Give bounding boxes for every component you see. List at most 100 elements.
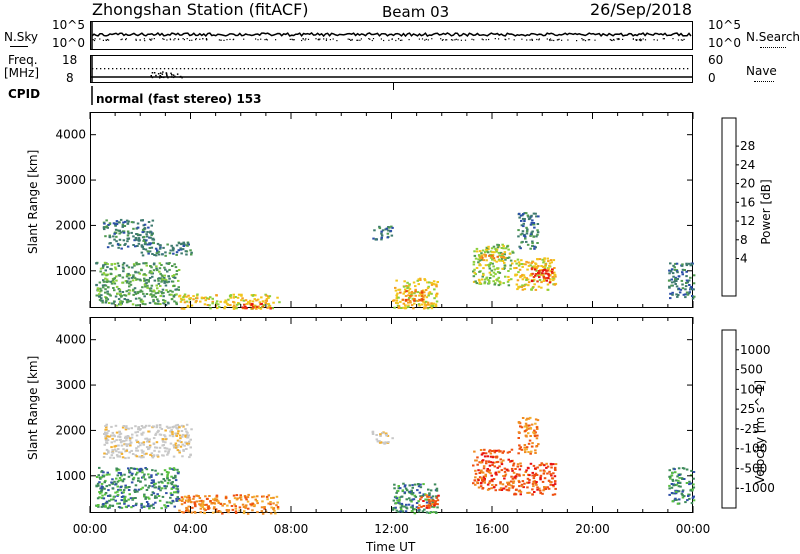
heatmap-cell-1-0 [147, 430, 150, 433]
heatmap-cell-1-1 [154, 469, 157, 472]
heatmap-cell-1-4 [392, 499, 396, 502]
heatmap-cell-1-0 [148, 424, 151, 427]
heatmap-cell-0-3 [183, 293, 187, 296]
heatmap-cell-1-1 [100, 489, 104, 492]
heatmap-cell-1-1 [165, 501, 169, 504]
nsearch-dot [672, 38, 674, 40]
nave-dot [199, 68, 202, 70]
heatmap-cell-0-2 [109, 294, 112, 297]
heatmap-cell-0-3 [232, 307, 236, 310]
heatmap-cell-0-2 [171, 275, 174, 277]
heatmap-cell-1-4 [436, 506, 439, 509]
heatmap-cell-0-2 [134, 271, 137, 274]
heatmap-cell-1-5 [435, 503, 438, 505]
heatmap-cell-1-0 [117, 435, 120, 438]
heatmap-cell-0-11 [551, 268, 554, 271]
heatmap-cell-1-0 [175, 435, 178, 437]
heatmap-cell-1-0 [140, 449, 144, 452]
heatmap-cell-0-6 [408, 284, 411, 287]
heatmap-cell-1-0 [118, 455, 122, 458]
heatmap-cell-0-10 [523, 276, 526, 279]
colorbar-frame-0 [721, 117, 737, 297]
heatmap-cell-0-8 [503, 251, 507, 254]
nsearch-dot [498, 38, 500, 40]
heatmap-cell-1-8 [535, 437, 539, 440]
heatmap-cell-1-0 [140, 433, 144, 436]
heatmap-cell-0-2 [114, 275, 118, 278]
heatmap-cell-0-6 [395, 301, 398, 304]
heatmap-cell-0-12 [521, 232, 524, 235]
heatmap-cell-0-2 [110, 282, 114, 285]
heatmap-cell-0-2 [139, 279, 142, 282]
heatmap-cell-1-7 [549, 481, 552, 484]
heatmap-cell-0-2 [151, 275, 154, 278]
heatmap-cell-1-1 [133, 489, 136, 492]
heatmap-cell-1-0 [105, 428, 108, 431]
heatmap-cell-0-6 [409, 301, 412, 304]
heatmap-cell-0-8 [475, 282, 479, 285]
heatmap-cell-1-2 [244, 496, 247, 499]
heatmap-cell-1-1 [129, 497, 133, 500]
nave-dip-dot [161, 73, 164, 75]
heatmap-cell-0-2 [104, 301, 108, 304]
heatmap-cell-0-2 [102, 272, 106, 275]
heatmap-cell-0-2 [104, 291, 107, 294]
heatmap-cell-1-1 [127, 467, 130, 470]
heatmap-cell-0-2 [167, 280, 170, 283]
heatmap-cell-1-1 [97, 504, 100, 506]
nsearch-dot [325, 39, 327, 41]
nave-dot [455, 68, 457, 70]
heatmap-cell-1-2 [195, 494, 198, 497]
heatmap-cell-0-6 [423, 303, 427, 306]
heatmap-cell-1-6 [486, 455, 490, 458]
heatmap-cell-1-9 [668, 484, 671, 487]
heatmap-cell-0-9 [501, 253, 504, 255]
heatmap-cell-0-3 [278, 301, 281, 304]
heatmap-cell-0-1 [154, 254, 158, 257]
heatmap-cell-0-10 [543, 267, 547, 270]
heatmap-cell-1-4 [405, 503, 408, 506]
heatmap-cell-1-1 [177, 471, 180, 474]
heatmap-cell-0-2 [104, 284, 108, 287]
heatmap-cell-1-0 [147, 447, 151, 450]
heatmap-cell-0-13 [692, 282, 696, 285]
nsearch-dot [108, 39, 110, 41]
nave-dip-dot [170, 72, 172, 75]
heatmap-cell-1-2 [205, 503, 208, 506]
heatmap-cell-1-2 [260, 506, 264, 509]
heatmap-cell-1-1 [140, 469, 144, 471]
nave-dot [275, 68, 277, 70]
heatmap-cell-1-1 [120, 496, 124, 498]
heatmap-cell-0-2 [131, 279, 135, 282]
heatmap-cell-0-3 [189, 297, 192, 300]
heatmap-cell-1-1 [152, 481, 155, 483]
heatmap-cell-0-3 [187, 305, 190, 308]
heatmap-cell-1-1 [136, 471, 139, 474]
heatmap-cell-0-8 [480, 254, 484, 257]
heatmap-cell-1-2 [185, 509, 188, 512]
heatmap-cell-1-1 [134, 504, 138, 507]
heatmap-cell-1-0 [125, 427, 128, 429]
heatmap-cell-0-10 [516, 288, 519, 291]
nsearch-dot [635, 39, 637, 41]
heatmap-cell-1-1 [170, 487, 173, 490]
heatmap-cell-0-3 [237, 293, 241, 296]
heatmap-cell-1-6 [493, 449, 496, 452]
heatmap-cell-0-8 [507, 248, 510, 251]
nsearch-dot [683, 38, 685, 40]
heatmap-cell-0-8 [473, 271, 476, 274]
heatmap-cell-1-0 [166, 453, 169, 456]
heatmap-cell-1-0 [148, 438, 151, 441]
heatmap-cell-0-3 [202, 297, 205, 300]
heatmap-cell-0-8 [472, 280, 476, 283]
heatmap-cell-0-2 [148, 287, 152, 290]
heatmap-cell-1-0 [111, 449, 114, 452]
heatmap-cell-0-2 [99, 287, 102, 290]
heatmap-cell-0-2 [133, 264, 136, 267]
heatmap-cell-0-5 [378, 227, 382, 230]
heatmap-cell-1-1 [128, 471, 132, 474]
heatmap-cell-1-0 [149, 453, 152, 456]
heatmap-cell-0-2 [143, 283, 147, 286]
heatmap-cell-1-6 [480, 477, 483, 480]
nsearch-dot [617, 38, 619, 41]
